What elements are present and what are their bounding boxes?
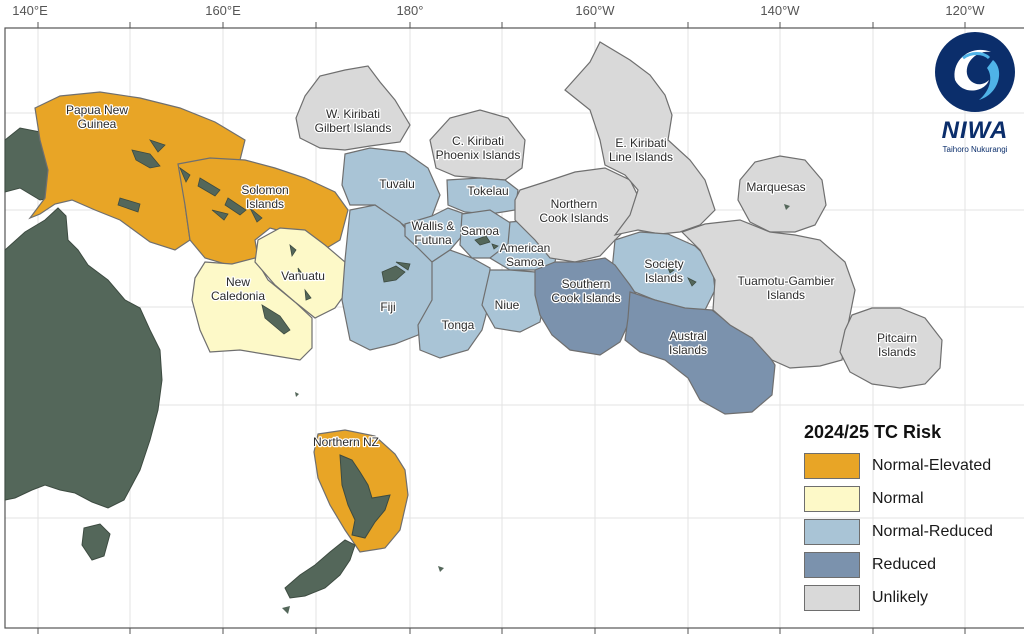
region-austral (624, 291, 776, 415)
region-labels: Papua New Guinea Solomon Islands Vanuatu N… (65, 102, 919, 451)
nz-south-island (284, 539, 356, 599)
legend: 2024/25 TC Risk Normal-Elevated Normal N… (798, 420, 1024, 614)
legend-label: Normal-Reduced (872, 522, 993, 540)
society-islands (667, 267, 697, 287)
legend-title: 2024/25 TC Risk (804, 422, 942, 442)
png-solomon-islands (117, 139, 263, 223)
tick-marks (37, 22, 966, 634)
australia-landmass (4, 207, 163, 509)
legend-label: Reduced (872, 555, 937, 573)
niwa-logo: NIWA Taihoro Nukurangi (930, 30, 1020, 154)
region-e-kiribati (564, 41, 716, 236)
label-tonga: Tonga (442, 318, 475, 332)
legend-item-normal: Normal (798, 482, 1024, 515)
legend-swatch (804, 518, 860, 545)
fiji-islands (381, 261, 411, 283)
legend-swatch (804, 485, 860, 512)
label-marquesas: Marquesas (746, 180, 805, 194)
label-new-caledonia: New Caledonia (211, 275, 265, 303)
lon-label-160e: 160°E (205, 3, 241, 18)
legend-item-normal-elevated: Normal-Elevated (798, 449, 1024, 482)
legend-swatch (804, 452, 860, 479)
lon-label-120w: 120°W (945, 3, 985, 18)
label-austral: Austral Islands (669, 329, 707, 357)
lon-label-180: 180° (397, 3, 424, 18)
label-tuvalu: Tuvalu (379, 177, 415, 191)
label-society: Society Islands (644, 257, 683, 285)
label-n-cook: Northern Cook Islands (539, 197, 608, 225)
lon-label-140w: 140°W (760, 3, 800, 18)
region-wallis (404, 207, 466, 263)
label-solomon: Solomon Islands (241, 183, 288, 211)
label-samoa: Samoa (461, 224, 499, 238)
region-tonga (417, 249, 491, 359)
nz-north-island (339, 454, 391, 539)
region-c-kiribati (429, 109, 526, 181)
label-e-kiribati: E. Kiribati Line Islands (609, 136, 673, 164)
region-niue (481, 269, 546, 333)
region-png (28, 91, 246, 251)
legend-item-unlikely: Unlikely (798, 581, 1024, 614)
legend-swatch (804, 551, 860, 578)
vanuatu-nc-islands (261, 243, 312, 335)
marquesas-island (784, 204, 790, 210)
label-wallis: Wallis & Futuna (412, 219, 455, 247)
tasmania (81, 523, 111, 561)
lord-howe-island (295, 392, 299, 397)
legend-label: Unlikely (872, 588, 929, 606)
region-pitcairn (839, 307, 943, 389)
label-tuamotu: Tuamotu-Gambier Islands (738, 274, 835, 302)
region-w-kiribati (295, 65, 411, 151)
label-tokelau: Tokelau (467, 184, 508, 198)
stewart-island (282, 606, 290, 614)
legend-label: Normal (872, 489, 924, 507)
legend-item-normal-reduced: Normal-Reduced (798, 515, 1024, 548)
region-marquesas (737, 155, 827, 233)
label-american-samoa: American Samoa (500, 241, 551, 269)
label-niue: Niue (495, 298, 520, 312)
logo-tagline: Taihoro Nukurangi (942, 145, 1008, 154)
lon-label-140e: 140°E (12, 3, 48, 18)
samoa-islands (474, 235, 499, 250)
label-s-cook: Southern Cook Islands (551, 277, 620, 305)
chatham-island (438, 566, 444, 572)
label-vanuatu: Vanuatu (281, 269, 325, 283)
label-c-kiribati: C. Kiribati Phoenix Islands (436, 134, 521, 162)
label-pitcairn: Pitcairn Islands (877, 331, 917, 359)
legend-item-reduced: Reduced (798, 548, 1024, 581)
lon-label-160w: 160°W (575, 3, 615, 18)
label-fiji: Fiji (380, 300, 395, 314)
legend-swatch (804, 584, 860, 611)
label-northern-nz: Northern NZ (313, 435, 379, 449)
logo-name: NIWA (941, 117, 1009, 144)
niwa-swirl-icon (935, 32, 1015, 112)
legend-label: Normal-Elevated (872, 456, 992, 474)
label-w-kiribati: W. Kiribati Gilbert Islands (315, 107, 392, 135)
label-png: Papua New Guinea (66, 103, 128, 131)
